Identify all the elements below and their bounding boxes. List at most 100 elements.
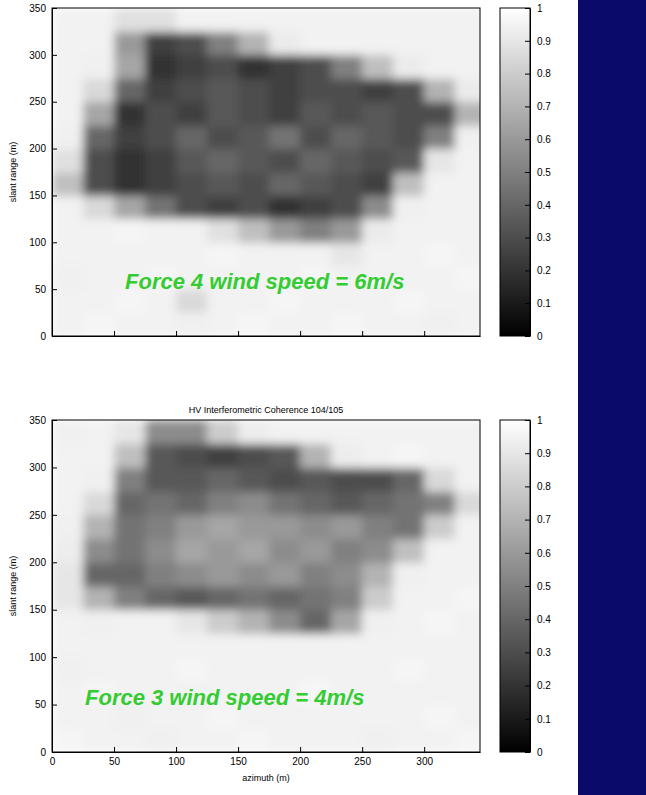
x-tick [114, 331, 115, 336]
x-tick: 200 [292, 747, 309, 767]
cell [238, 657, 270, 681]
cell [114, 610, 146, 634]
x-axis: 050100150200250300 [50, 747, 481, 767]
cell [83, 78, 115, 102]
cell [83, 219, 115, 243]
cell [52, 266, 84, 290]
x-tick-label: 250 [354, 756, 371, 767]
cell [238, 420, 270, 444]
cell [114, 195, 146, 219]
cell [300, 242, 332, 266]
colorbar-tick-mark [525, 652, 530, 653]
cell [362, 55, 394, 79]
cell [207, 102, 239, 126]
cell [114, 31, 146, 55]
x-tick-label: 0 [50, 756, 56, 767]
y-tick-label: 250 [29, 96, 46, 107]
x-tick-mark [362, 747, 363, 752]
cell [145, 467, 177, 491]
cell [300, 8, 332, 32]
cell [269, 55, 301, 79]
cell [52, 491, 84, 515]
cell [145, 657, 177, 681]
cell [269, 172, 301, 196]
colorbar-tick: 0.7 [525, 514, 551, 525]
cell [52, 444, 84, 468]
cell [300, 444, 332, 468]
cell [362, 242, 394, 266]
cell [114, 562, 146, 586]
y-tick-label: 200 [29, 557, 46, 568]
cell [176, 657, 208, 681]
x-tick-mark [424, 747, 425, 752]
x-tick-label: 150 [230, 756, 247, 767]
cell [300, 420, 332, 444]
cell [176, 8, 208, 32]
cell [393, 219, 425, 243]
x-tick: 300 [416, 747, 433, 767]
cell [83, 195, 115, 219]
cell [424, 586, 456, 610]
colorbar-tick: 0.8 [525, 68, 551, 79]
cell [176, 444, 208, 468]
cell [424, 313, 456, 336]
cell [331, 586, 363, 610]
colorbar-tick-label: 0.6 [537, 548, 551, 559]
colorbar-tick: 0.6 [525, 134, 551, 145]
cell [52, 102, 84, 126]
y-tick-mark [52, 55, 57, 56]
cell [300, 78, 332, 102]
cell [269, 657, 301, 681]
y-tick: 300 [29, 462, 57, 473]
cell [238, 242, 270, 266]
cell [455, 219, 480, 243]
cell [52, 728, 84, 752]
cell [207, 8, 239, 32]
cell [362, 149, 394, 173]
y-tick: 0 [40, 747, 57, 758]
y-axis-title: slant range (m) [8, 142, 18, 203]
cell [455, 242, 480, 266]
colorbar-tick-mark [525, 553, 530, 554]
y-axis-line [52, 421, 53, 753]
y-tick-label: 150 [29, 190, 46, 201]
cell [362, 539, 394, 563]
cell [52, 633, 84, 657]
x-axis-line [53, 336, 481, 337]
cell [176, 172, 208, 196]
cell [52, 172, 84, 196]
cell [238, 562, 270, 586]
cell [145, 242, 177, 266]
colorbar-tick: 0.1 [525, 298, 551, 309]
cell [300, 31, 332, 55]
cell [393, 491, 425, 515]
cell [455, 266, 480, 290]
y-tick-mark [52, 515, 57, 516]
cell [114, 78, 146, 102]
cell [176, 515, 208, 539]
y-tick-mark [52, 289, 57, 290]
cell [300, 586, 332, 610]
x-tick: 100 [168, 747, 185, 767]
cell [83, 313, 115, 336]
y-tick-label: 50 [35, 699, 47, 710]
cell [362, 219, 394, 243]
cell [83, 149, 115, 173]
cell [114, 125, 146, 149]
cell [424, 515, 456, 539]
cell [238, 149, 270, 173]
y-tick: 250 [29, 510, 57, 521]
cell [145, 610, 177, 634]
cell [145, 633, 177, 657]
cell [362, 78, 394, 102]
cell [176, 610, 208, 634]
cell [269, 313, 301, 336]
colorbar-tick: 0 [525, 747, 543, 758]
cell [238, 633, 270, 657]
y-tick: 200 [29, 143, 57, 154]
colorbar-tick-label: 0.5 [537, 167, 551, 178]
cell [83, 539, 115, 563]
cell [331, 539, 363, 563]
cell [455, 705, 480, 729]
y-tick-label: 150 [29, 604, 46, 615]
